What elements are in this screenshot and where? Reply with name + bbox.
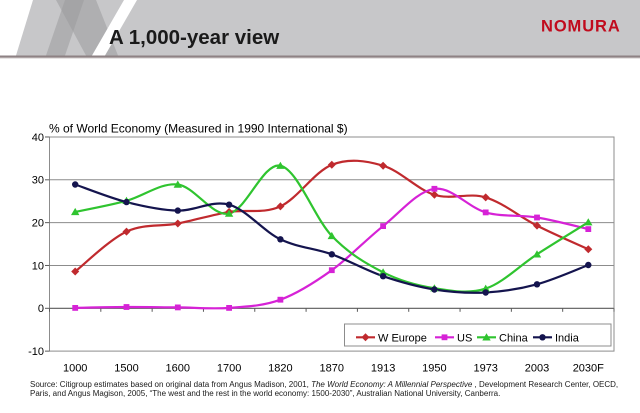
svg-text:2030F: 2030F (573, 363, 604, 375)
svg-text:1600: 1600 (166, 363, 190, 375)
svg-text:1870: 1870 (320, 363, 344, 375)
svg-text:% of World Economy (Measured i: % of World Economy (Measured in 1990 Int… (49, 122, 348, 136)
svg-text:1700: 1700 (217, 363, 241, 375)
svg-text:40: 40 (32, 132, 44, 144)
svg-text:China: China (499, 332, 529, 344)
svg-text:1820: 1820 (268, 363, 292, 375)
svg-text:US: US (457, 332, 472, 344)
svg-text:1950: 1950 (422, 363, 446, 375)
svg-text:Source: Citigroup estimates ba: Source: Citigroup estimates based on ori… (30, 380, 618, 389)
svg-text:1000: 1000 (63, 363, 87, 375)
svg-text:-10: -10 (28, 346, 44, 358)
svg-text:A 1,000-year view: A 1,000-year view (109, 26, 279, 49)
svg-text:India: India (555, 332, 580, 344)
svg-text:20: 20 (32, 218, 44, 230)
svg-text:1913: 1913 (371, 363, 395, 375)
svg-text:2003: 2003 (525, 363, 549, 375)
svg-text:W Europe: W Europe (378, 332, 427, 344)
svg-text:10: 10 (32, 260, 44, 272)
svg-text:Paris, and Angus Magison, 2005: Paris, and Angus Magison, 2005, “The wes… (30, 389, 500, 398)
svg-text:NOMURA: NOMURA (541, 18, 621, 36)
svg-text:0: 0 (38, 303, 44, 315)
svg-text:30: 30 (32, 175, 44, 187)
svg-text:1973: 1973 (473, 363, 497, 375)
svg-text:1500: 1500 (114, 363, 138, 375)
